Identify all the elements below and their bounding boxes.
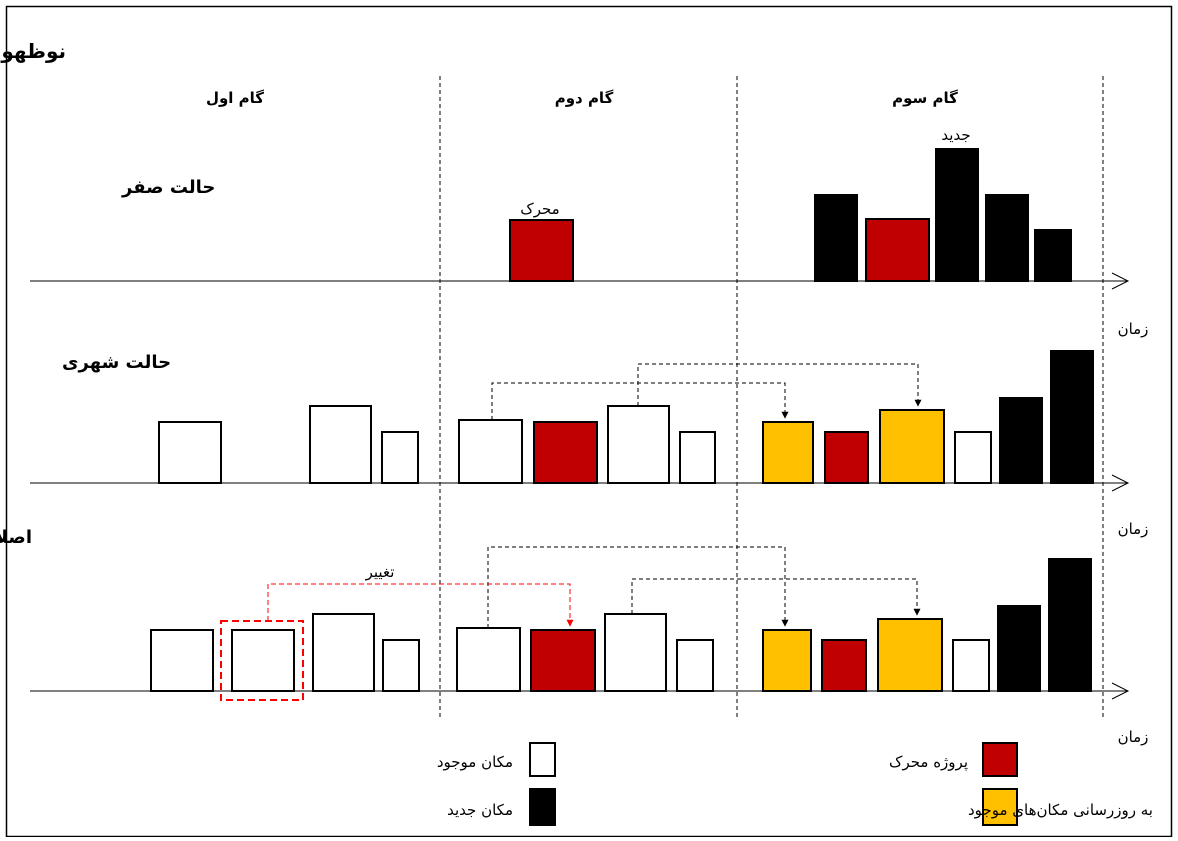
- existing-place-box: [952, 639, 990, 692]
- legend-update-label: به روزرسانی مکان‌های موجود: [968, 801, 1153, 819]
- change-annotation: تغییر: [365, 563, 395, 581]
- legend-update-swatch: [982, 788, 1018, 826]
- existing-place-box: [458, 419, 523, 484]
- existing-place-box: [954, 431, 992, 484]
- existing-place-box: [607, 405, 670, 484]
- new-annotation: جدید: [941, 126, 970, 144]
- time-axis-label: زمان: [1118, 728, 1149, 746]
- driver-project-box: [530, 629, 596, 692]
- time-axis-arrowhead: [1111, 474, 1130, 492]
- existing-place-box: [604, 613, 667, 692]
- existing-place-box: [231, 629, 295, 692]
- time-axis-arrowhead: [1111, 272, 1130, 290]
- driver-project-box: [509, 219, 574, 282]
- row-label-zero: حالت صفر: [121, 177, 215, 198]
- legend-existing-swatch: [529, 742, 556, 777]
- existing-place-box: [679, 431, 716, 484]
- update-place-box: [877, 618, 943, 692]
- update-connector: [637, 363, 922, 407]
- new-place-box: [997, 605, 1041, 692]
- existing-place-box: [382, 639, 420, 692]
- step-3-header: گام سوم: [892, 89, 958, 107]
- step-2-header: گام دوم: [555, 89, 614, 107]
- row-label-reform: اصلاح (توسعه مجدد): [0, 527, 32, 548]
- legend-existing-label: مکان موجود: [437, 753, 513, 771]
- update-connector: [631, 578, 921, 616]
- new-place-box: [1048, 558, 1092, 692]
- new-place-box: [935, 148, 979, 282]
- new-place-box: [814, 194, 858, 282]
- change-highlight: [220, 620, 304, 701]
- existing-place-box: [312, 613, 375, 692]
- row-label-urban: حالت شهری: [62, 352, 171, 373]
- existing-place-box: [676, 639, 714, 692]
- existing-place-box: [150, 629, 214, 692]
- driver-project-box: [821, 639, 867, 692]
- update-place-box: [762, 629, 812, 692]
- new-place-box: [985, 194, 1029, 282]
- driver-project-box: [533, 421, 598, 484]
- existing-place-box: [381, 431, 419, 484]
- legend-driver-swatch: [982, 742, 1018, 777]
- new-place-box: [1050, 350, 1094, 484]
- diagram-title: نوظهور (توسعه جدید): [0, 39, 66, 63]
- step-1-header: گام اول: [206, 89, 264, 107]
- existing-place-box: [158, 421, 222, 484]
- driver-annotation: محرک: [520, 200, 559, 218]
- legend-new-swatch: [529, 788, 556, 826]
- update-place-box: [762, 421, 814, 484]
- legend-driver-label: پروژه محرک: [889, 753, 968, 772]
- time-axis-label: زمان: [1118, 320, 1149, 338]
- update-place-box: [879, 409, 945, 484]
- time-axis-label: زمان: [1118, 520, 1149, 538]
- driver-project-box: [824, 431, 869, 484]
- new-place-box: [999, 397, 1043, 484]
- existing-place-box: [309, 405, 372, 484]
- time-axis-arrowhead: [1111, 682, 1130, 700]
- change-connector: [267, 583, 574, 627]
- existing-place-box: [456, 627, 521, 692]
- driver-project-box: [865, 218, 930, 282]
- legend-new-label: مکان جدید: [447, 801, 513, 819]
- new-place-box: [1034, 229, 1072, 282]
